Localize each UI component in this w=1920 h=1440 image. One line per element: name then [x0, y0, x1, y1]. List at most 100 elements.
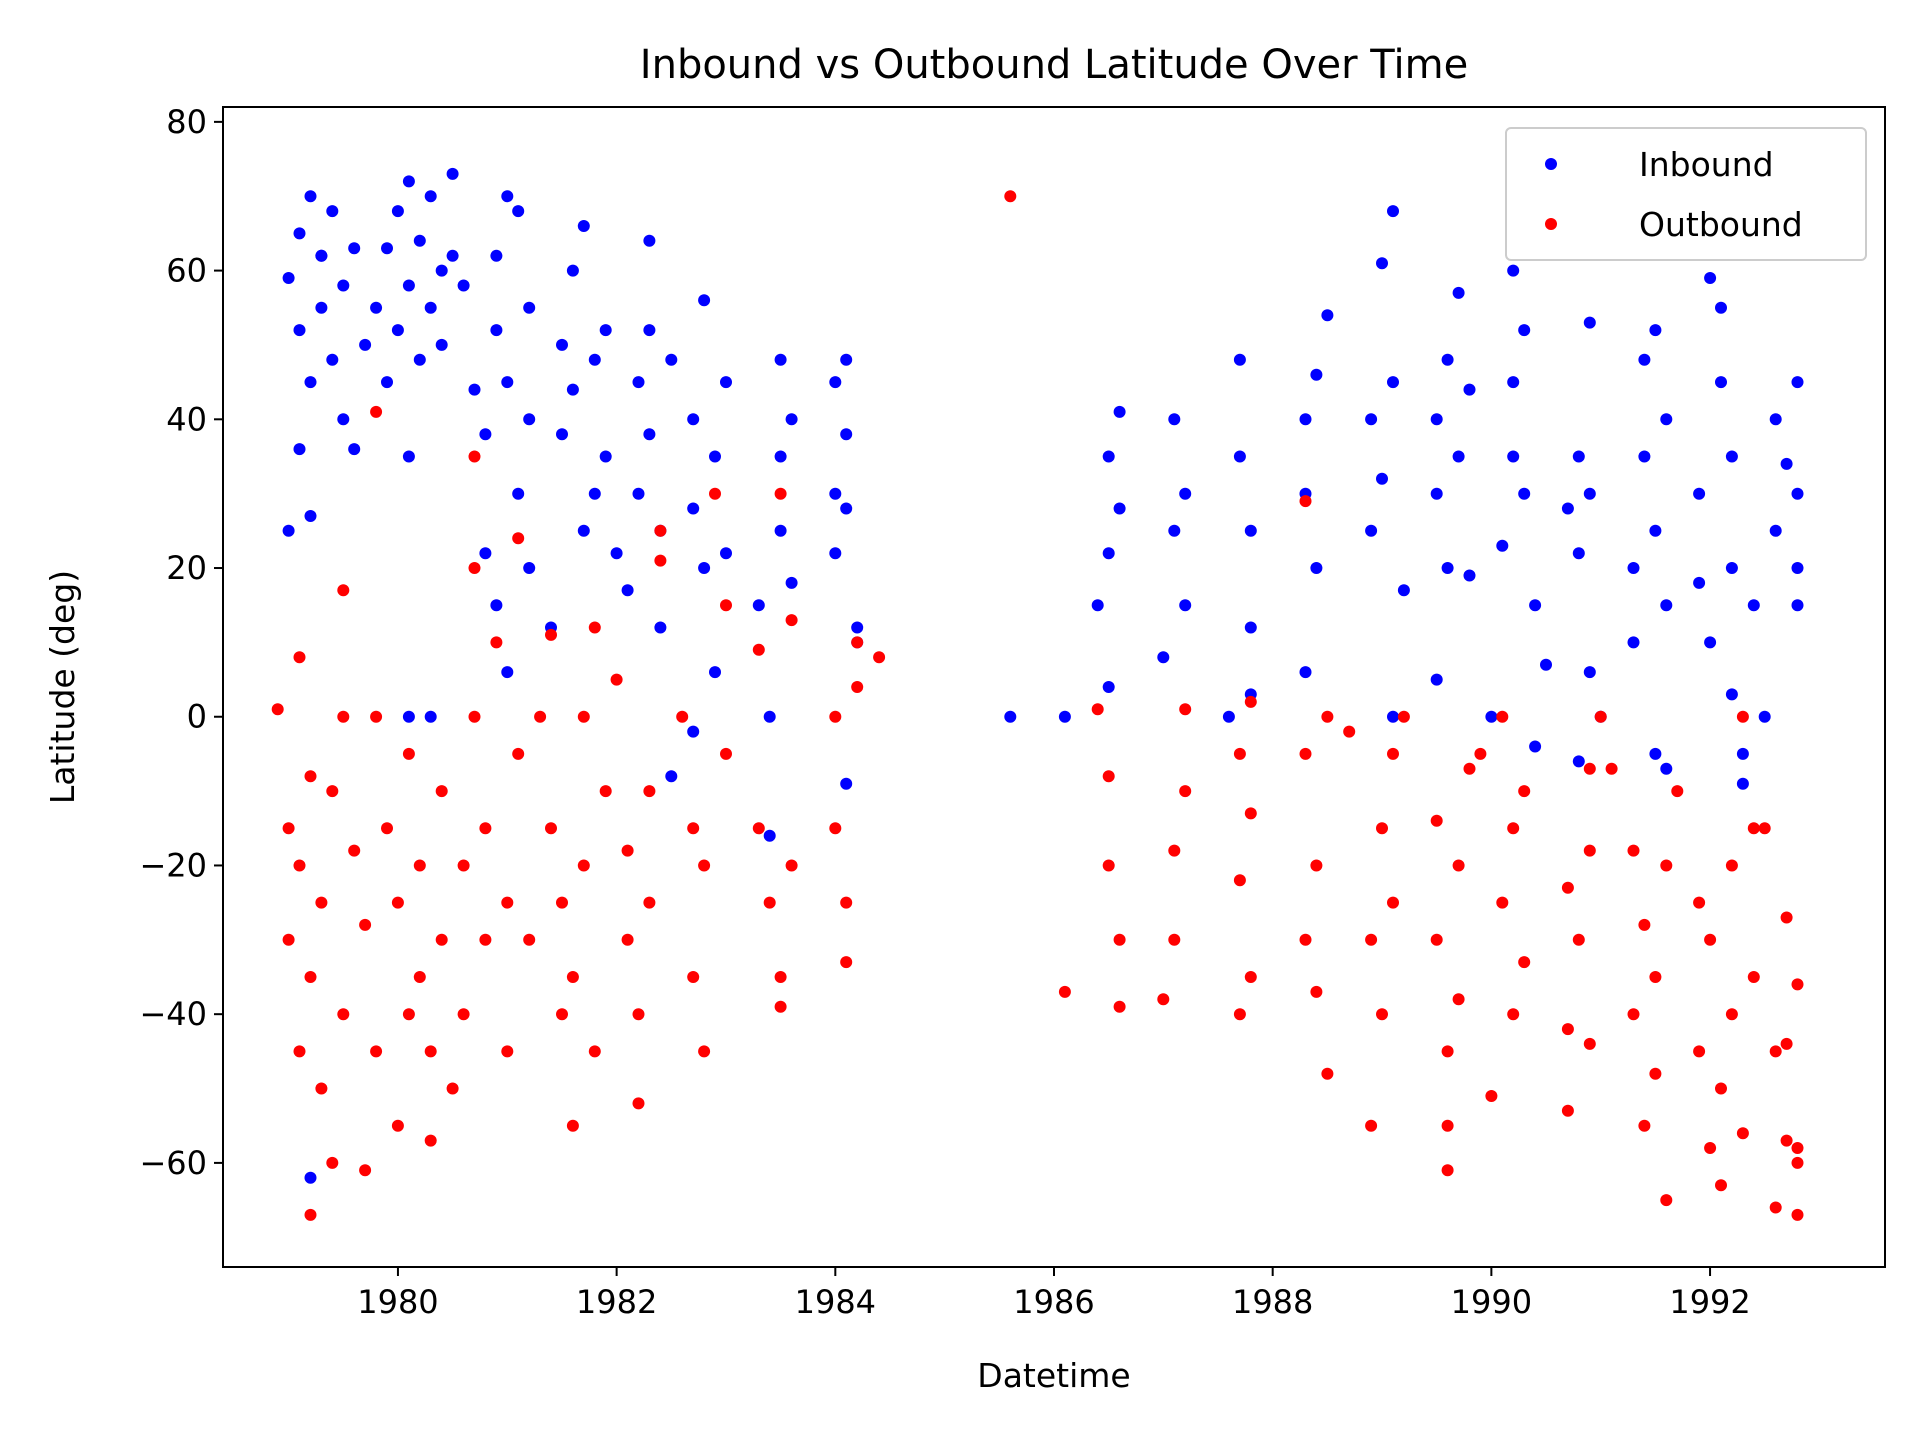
legend-marker-outbound: [1545, 218, 1557, 230]
point-outbound-32: [468, 710, 481, 723]
point-inbound-170: [1693, 576, 1706, 589]
point-inbound-46: [424, 710, 437, 723]
point-outbound-48: [566, 971, 579, 983]
point-outbound-36: [490, 636, 503, 649]
point-outbound-83: [851, 681, 864, 693]
point-outbound-80: [829, 822, 842, 835]
point-inbound-165: [1649, 524, 1662, 537]
point-outbound-168: [1747, 822, 1760, 835]
point-inbound-81: [752, 599, 765, 612]
point-outbound-4: [293, 859, 306, 872]
point-inbound-2: [293, 324, 306, 337]
point-inbound-100: [1004, 710, 1017, 723]
point-inbound-8: [326, 353, 339, 366]
point-outbound-18: [381, 822, 393, 835]
point-inbound-134: [1430, 487, 1443, 500]
y-tick-label: −60: [139, 1144, 207, 1182]
point-inbound-96: [304, 1171, 317, 1184]
point-inbound-40: [282, 524, 295, 537]
point-outbound-86: [293, 651, 306, 664]
point-outbound-157: [1693, 896, 1706, 909]
point-inbound-115: [1233, 353, 1246, 366]
point-outbound-49: [577, 859, 590, 872]
point-outbound-45: [556, 896, 568, 909]
point-outbound-174: [1791, 1208, 1804, 1221]
point-outbound-34: [479, 822, 492, 835]
legend-label-outbound: Outbound: [1639, 205, 1803, 244]
point-inbound-12: [348, 443, 361, 456]
point-inbound-161: [1627, 636, 1640, 649]
point-outbound-61: [654, 524, 667, 537]
point-inbound-84: [774, 450, 787, 463]
point-inbound-110: [1168, 413, 1181, 426]
point-inbound-25: [435, 264, 448, 277]
point-inbound-176: [1725, 450, 1738, 463]
point-outbound-135: [1507, 1008, 1520, 1021]
point-inbound-39: [523, 413, 536, 426]
point-outbound-38: [501, 896, 514, 909]
point-outbound-139: [1496, 710, 1509, 723]
point-outbound-175: [1791, 1156, 1804, 1169]
point-inbound-20: [402, 279, 415, 292]
point-outbound-161: [1715, 1082, 1727, 1095]
point-outbound-159: [1704, 1142, 1717, 1154]
point-inbound-63: [621, 584, 634, 597]
point-outbound-62: [654, 554, 667, 567]
point-inbound-83: [774, 353, 787, 366]
point-outbound-141: [1561, 1023, 1574, 1036]
point-inbound-71: [665, 770, 678, 783]
point-outbound-111: [1310, 859, 1323, 872]
point-outbound-57: [632, 1008, 645, 1021]
point-inbound-130: [1387, 376, 1399, 389]
point-outbound-39: [512, 532, 525, 545]
point-outbound-70: [720, 747, 732, 760]
legend-label-inbound: Inbound: [1639, 145, 1774, 184]
point-inbound-89: [829, 487, 842, 500]
point-inbound-178: [1725, 688, 1738, 701]
point-inbound-58: [588, 487, 601, 500]
point-outbound-172: [1780, 911, 1793, 924]
point-outbound-143: [1572, 933, 1585, 946]
point-inbound-132: [1387, 710, 1399, 723]
point-inbound-30: [468, 383, 481, 396]
point-inbound-33: [490, 249, 503, 262]
point-outbound-19: [391, 1119, 404, 1132]
point-outbound-106: [1244, 807, 1257, 820]
point-outbound-162: [1715, 1179, 1727, 1192]
point-outbound-43: [545, 822, 557, 835]
point-inbound-139: [1463, 383, 1476, 396]
point-outbound-155: [1660, 1194, 1673, 1207]
point-inbound-43: [315, 249, 328, 262]
point-inbound-151: [1540, 658, 1552, 671]
point-inbound-120: [1299, 413, 1312, 426]
series-marks: [271, 167, 1804, 1221]
point-outbound-144: [1583, 844, 1596, 857]
point-inbound-116: [1244, 524, 1257, 537]
point-inbound-105: [1113, 502, 1126, 515]
point-inbound-69: [654, 621, 667, 634]
point-inbound-140: [1463, 569, 1476, 582]
point-inbound-182: [1758, 710, 1771, 723]
chart-title: Inbound vs Outbound Latitude Over Time: [640, 42, 1468, 88]
point-outbound-7: [315, 1082, 328, 1095]
point-outbound-8: [315, 896, 328, 909]
point-inbound-73: [687, 413, 700, 426]
legend: Inbound Outbound: [1505, 127, 1867, 261]
point-outbound-179: [1791, 1142, 1804, 1154]
point-inbound-32: [490, 324, 503, 337]
point-outbound-2: [282, 933, 295, 946]
point-outbound-87: [337, 584, 350, 597]
point-outbound-13: [348, 844, 361, 857]
y-tick-label: 0: [187, 698, 207, 736]
y-tick-label: −20: [139, 846, 207, 884]
point-outbound-113: [1321, 1067, 1334, 1080]
point-inbound-150: [1529, 740, 1542, 753]
point-outbound-53: [599, 785, 612, 798]
point-outbound-93: [1091, 703, 1104, 716]
point-outbound-99: [1168, 844, 1181, 857]
point-outbound-107: [1244, 695, 1257, 708]
point-inbound-177: [1725, 562, 1738, 574]
point-inbound-189: [1791, 562, 1804, 574]
point-inbound-101: [1058, 710, 1071, 723]
y-tick-label: 40: [166, 400, 207, 438]
